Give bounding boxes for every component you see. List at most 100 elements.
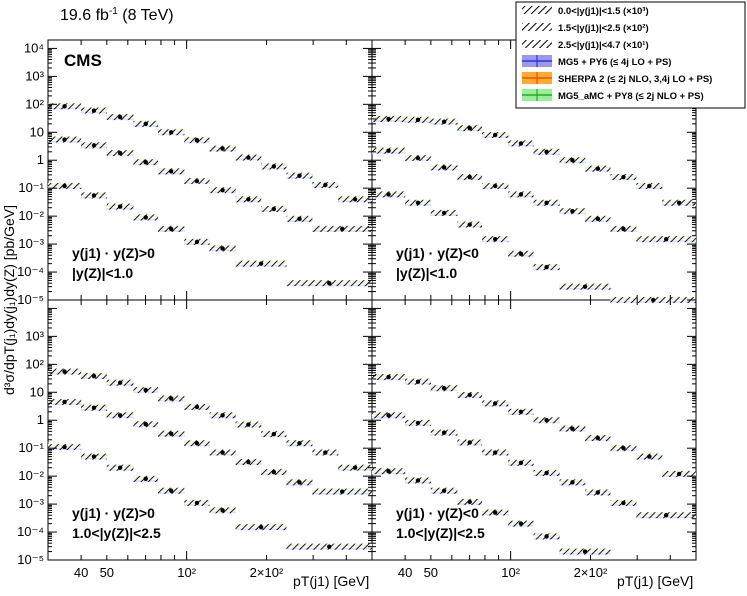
data-point: [441, 488, 447, 493]
legend-hatch-swatch: [522, 23, 552, 31]
data-point: [647, 183, 652, 189]
data-point: [62, 104, 67, 109]
y-tick-label: 10⁻³: [18, 236, 44, 251]
panel-label-line2: 1.0<|y(Z)|<2.5: [72, 525, 161, 541]
data-point: [143, 215, 148, 220]
x-tick-label: 50: [100, 565, 114, 580]
y-tick-label: 10: [30, 384, 44, 399]
data-point: [323, 182, 328, 188]
chart-marks: [48, 103, 696, 555]
data-point: [340, 226, 345, 232]
data-point: [62, 444, 67, 450]
panel-label-line1: y(j1) · y(Z)>0: [72, 505, 155, 521]
y-tick-label: 10⁻³: [18, 496, 44, 511]
data-point: [117, 380, 123, 385]
data-point: [271, 469, 277, 475]
data-point: [518, 521, 524, 526]
cms-label: CMS: [64, 51, 102, 70]
data-point: [467, 125, 472, 131]
y-tick-label: 10: [30, 124, 44, 139]
data-point: [492, 450, 498, 455]
data-point: [117, 150, 123, 156]
data-point: [415, 155, 421, 161]
data-point: [246, 155, 251, 160]
data-point: [91, 193, 97, 198]
panel-labels: y(j1) · y(Z)>0 |y(Z)|<1.0 y(j1) · y(Z)<0 |y…: [72, 245, 485, 541]
data-point: [194, 441, 200, 446]
y-tick-label: 10⁻⁵: [17, 552, 44, 567]
data-point: [518, 409, 524, 415]
data-point: [91, 405, 97, 410]
data-point: [62, 137, 67, 142]
data-point: [168, 431, 174, 436]
data-point: [220, 450, 225, 455]
data-point: [386, 469, 391, 474]
y-tick-label: 10³: [25, 328, 44, 343]
data-point: [544, 200, 549, 206]
data-point: [544, 264, 549, 270]
data-point: [258, 524, 264, 530]
data-point: [386, 413, 391, 418]
x-tick-label: 10²: [177, 565, 196, 580]
data-point: [297, 173, 302, 178]
data-point: [518, 192, 524, 197]
data-point: [441, 210, 447, 216]
legend-hatch-swatch: [522, 40, 552, 48]
data-point: [492, 236, 498, 242]
legend-entry-label: SHERPA 2 (≤ 2j NLO, 3,4j LO + PS): [558, 74, 712, 85]
data-point: [570, 426, 575, 431]
data-point: [168, 130, 174, 135]
data-point: [352, 197, 358, 202]
data-point: [441, 119, 447, 124]
data-point: [340, 489, 345, 494]
luminosity-label: 19.6 fb-1 (8 TeV): [60, 6, 174, 24]
panel-frame-1: [47, 39, 373, 301]
data-point: [62, 399, 67, 405]
data-point: [168, 226, 174, 232]
data-point: [544, 470, 549, 476]
data-point: [246, 197, 251, 202]
data-point: [246, 422, 251, 427]
legend: 0.0<|y(j1)|<1.5 (×10³) 1.5<|y(j1)|<2.5 (×…: [515, 1, 746, 109]
data-point: [271, 206, 277, 212]
data-point: [441, 165, 447, 170]
data-point: [297, 441, 302, 446]
x-tick-label: 2×10²: [574, 565, 608, 580]
x-tick-label: 2×10²: [250, 565, 284, 580]
y-tick-label: 10⁻²: [18, 208, 44, 223]
data-point: [117, 114, 123, 120]
data-point: [544, 418, 549, 423]
data-point: [194, 404, 200, 410]
data-point: [297, 480, 302, 485]
data-point: [91, 373, 97, 379]
data-point: [664, 513, 669, 518]
y-tick-label: 10⁻⁴: [17, 264, 44, 279]
panel-label-line1: y(j1) · y(Z)>0: [72, 245, 155, 261]
data-point: [467, 440, 472, 445]
legend-hatch-swatch: [522, 6, 552, 14]
data-point: [386, 116, 391, 122]
panel-label-line2: |y(Z)|<1.0: [72, 265, 133, 281]
data-point: [91, 108, 97, 113]
data-point: [467, 392, 472, 398]
panel-label-line2: |y(Z)|<1.0: [396, 265, 457, 281]
data-point: [194, 239, 200, 245]
data-point: [117, 465, 123, 470]
data-point: [570, 480, 575, 485]
data-point: [595, 490, 601, 495]
data-point: [492, 132, 498, 138]
data-point: [194, 178, 200, 184]
data-point: [168, 396, 174, 401]
axis-ticks: 10⁻⁵ 10⁻⁴ 10⁻³ 10⁻² 10⁻¹ 1 10 10² 10³ 10⁴ 10⁻⁵ 10⁻⁴…: [17, 39, 697, 580]
data-point: [117, 204, 123, 209]
y-tick-label: 10⁻¹: [18, 180, 44, 195]
data-point: [415, 200, 421, 206]
data-point: [220, 146, 225, 151]
data-point: [621, 174, 626, 180]
data-point: [492, 183, 498, 189]
y-tick-label: 10⁻¹: [18, 440, 44, 455]
data-point: [570, 209, 575, 214]
data-point: [467, 174, 472, 180]
data-point: [143, 476, 148, 482]
data-point: [621, 500, 626, 506]
